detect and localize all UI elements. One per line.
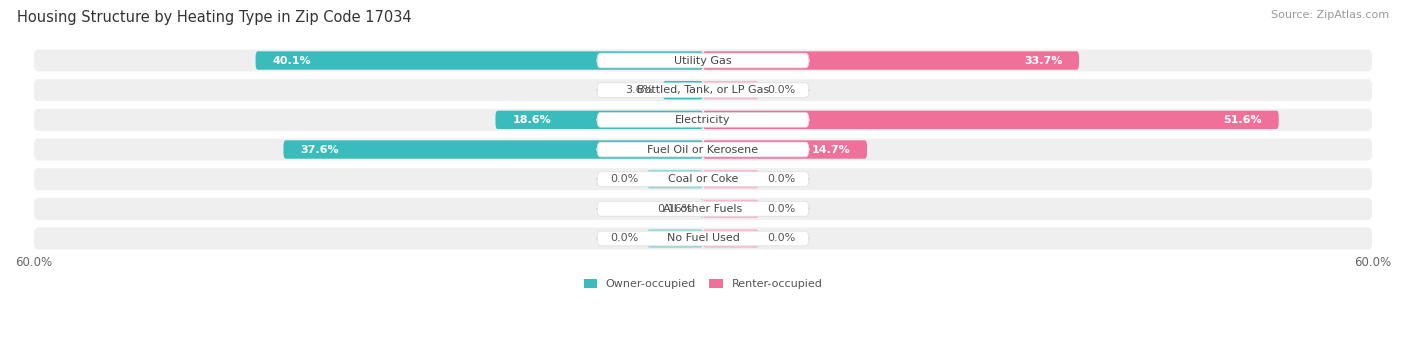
- FancyBboxPatch shape: [34, 79, 1372, 101]
- Text: Housing Structure by Heating Type in Zip Code 17034: Housing Structure by Heating Type in Zip…: [17, 10, 412, 25]
- FancyBboxPatch shape: [647, 229, 703, 248]
- FancyBboxPatch shape: [598, 53, 808, 68]
- FancyBboxPatch shape: [703, 229, 759, 248]
- FancyBboxPatch shape: [34, 227, 1372, 250]
- Text: 51.6%: 51.6%: [1223, 115, 1263, 125]
- FancyBboxPatch shape: [598, 202, 808, 216]
- Text: 0.0%: 0.0%: [768, 204, 796, 214]
- Text: Coal or Coke: Coal or Coke: [668, 174, 738, 184]
- Text: 0.0%: 0.0%: [610, 174, 638, 184]
- Text: 0.16%: 0.16%: [657, 204, 692, 214]
- FancyBboxPatch shape: [284, 140, 703, 159]
- Text: All other Fuels: All other Fuels: [664, 204, 742, 214]
- FancyBboxPatch shape: [34, 138, 1372, 161]
- FancyBboxPatch shape: [598, 172, 808, 187]
- FancyBboxPatch shape: [256, 51, 703, 70]
- FancyBboxPatch shape: [34, 198, 1372, 220]
- Text: 0.0%: 0.0%: [768, 174, 796, 184]
- Text: Electricity: Electricity: [675, 115, 731, 125]
- FancyBboxPatch shape: [647, 170, 703, 188]
- Text: Bottled, Tank, or LP Gas: Bottled, Tank, or LP Gas: [637, 85, 769, 95]
- Text: 3.6%: 3.6%: [626, 85, 654, 95]
- Text: 0.0%: 0.0%: [610, 234, 638, 243]
- Text: No Fuel Used: No Fuel Used: [666, 234, 740, 243]
- Text: 14.7%: 14.7%: [811, 145, 851, 154]
- FancyBboxPatch shape: [34, 49, 1372, 72]
- Text: 0.0%: 0.0%: [768, 85, 796, 95]
- FancyBboxPatch shape: [703, 51, 1078, 70]
- Text: 37.6%: 37.6%: [301, 145, 339, 154]
- FancyBboxPatch shape: [703, 199, 759, 218]
- FancyBboxPatch shape: [495, 110, 703, 129]
- Text: 0.0%: 0.0%: [768, 234, 796, 243]
- Text: 33.7%: 33.7%: [1024, 56, 1063, 65]
- FancyBboxPatch shape: [703, 140, 868, 159]
- FancyBboxPatch shape: [703, 81, 759, 99]
- FancyBboxPatch shape: [598, 113, 808, 127]
- Text: Source: ZipAtlas.com: Source: ZipAtlas.com: [1271, 10, 1389, 20]
- FancyBboxPatch shape: [703, 110, 1278, 129]
- Legend: Owner-occupied, Renter-occupied: Owner-occupied, Renter-occupied: [579, 274, 827, 294]
- Text: Fuel Oil or Kerosene: Fuel Oil or Kerosene: [647, 145, 759, 154]
- FancyBboxPatch shape: [598, 83, 808, 98]
- FancyBboxPatch shape: [700, 199, 703, 218]
- Text: 18.6%: 18.6%: [512, 115, 551, 125]
- FancyBboxPatch shape: [598, 142, 808, 157]
- FancyBboxPatch shape: [662, 81, 703, 99]
- FancyBboxPatch shape: [703, 170, 759, 188]
- FancyBboxPatch shape: [34, 109, 1372, 131]
- FancyBboxPatch shape: [34, 168, 1372, 190]
- Text: Utility Gas: Utility Gas: [675, 56, 731, 65]
- Text: 40.1%: 40.1%: [273, 56, 311, 65]
- FancyBboxPatch shape: [598, 231, 808, 246]
